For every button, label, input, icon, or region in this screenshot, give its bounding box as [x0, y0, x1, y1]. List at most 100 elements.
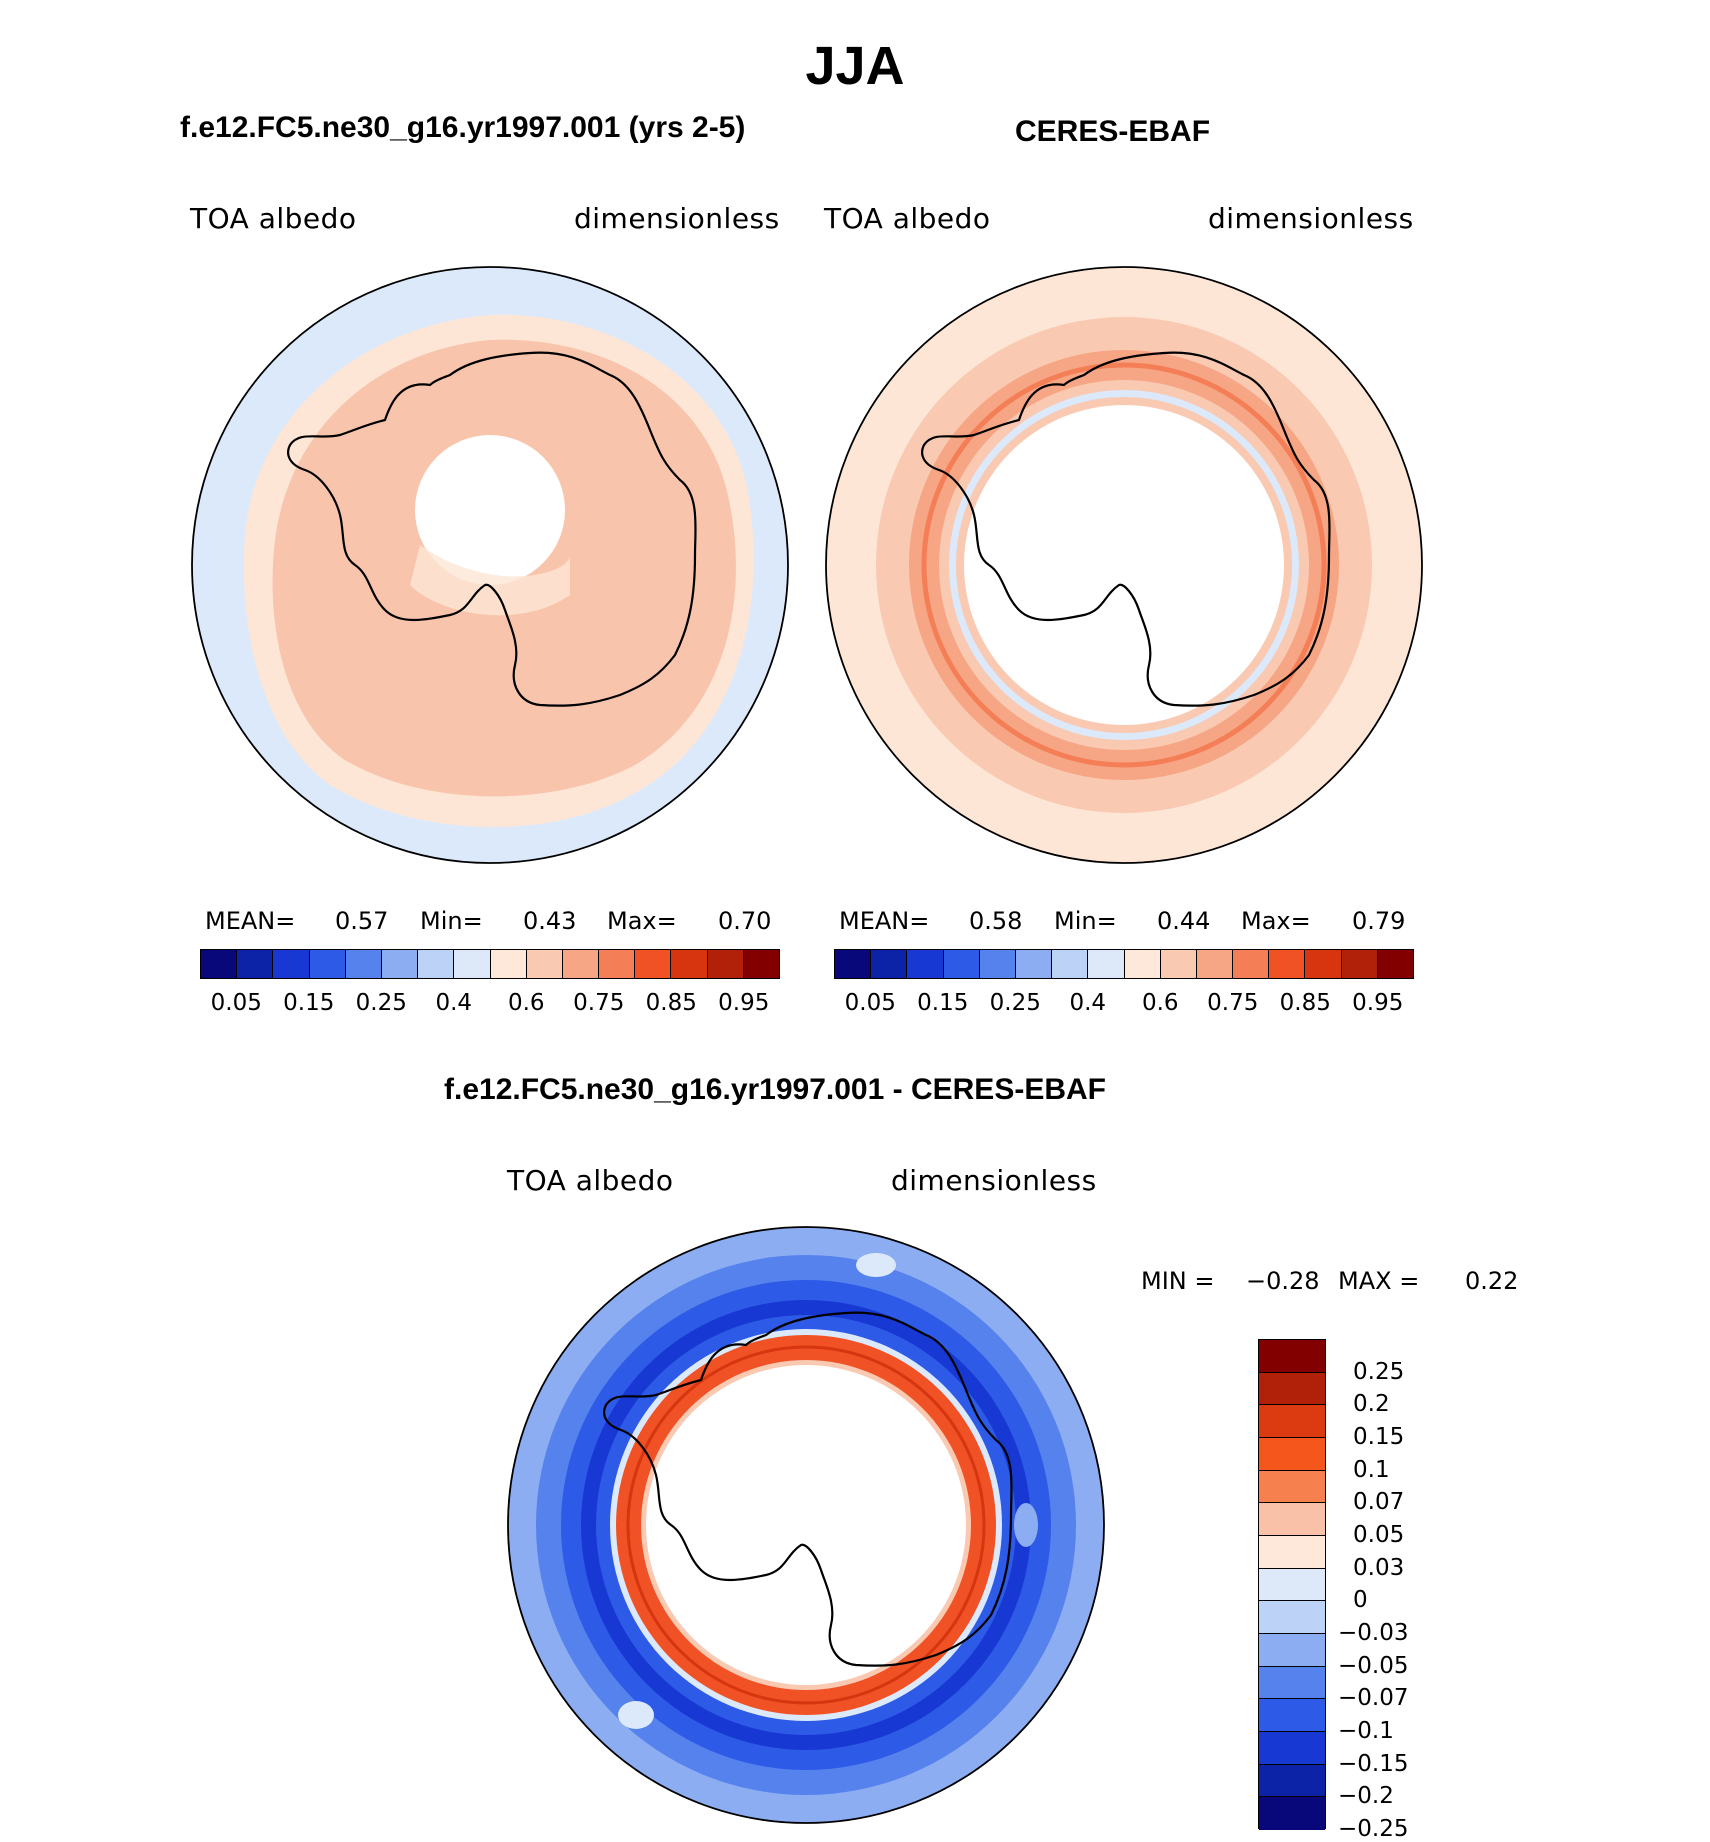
obs-max-value: 0.79 — [1352, 907, 1406, 935]
colorbar-swatch — [201, 950, 238, 978]
model-map-border — [191, 266, 789, 864]
model-max-label: Max= — [607, 907, 677, 935]
colorbar-tick-label: 0.25 — [355, 990, 407, 1016]
obs-min-value: 0.44 — [1157, 907, 1211, 935]
colorbar-tick-label: 0.85 — [1279, 990, 1331, 1016]
colorbar-swatch — [309, 950, 346, 978]
obs-max-label: Max= — [1241, 907, 1311, 935]
colorbar-swatch — [381, 950, 419, 978]
colorbar-swatch — [454, 950, 491, 978]
obs-polar-map — [825, 266, 1423, 864]
diff-max-value: 0.22 — [1465, 1267, 1519, 1295]
model-polar-map — [191, 266, 789, 864]
diff-units-label: dimensionless — [891, 1164, 1097, 1197]
colorbar-tick-label: 0.95 — [718, 990, 770, 1016]
diff-colorbar — [1258, 1339, 1326, 1830]
colorbar-swatch — [1259, 1372, 1325, 1406]
diff-min-value: −0.28 — [1246, 1267, 1320, 1295]
obs-polar-hole — [964, 405, 1284, 725]
colorbar-swatch — [1259, 1503, 1325, 1536]
diff-map-border — [507, 1226, 1105, 1824]
colorbar-tick-label: −0.25 — [1338, 1816, 1409, 1842]
colorbar-swatch — [562, 950, 600, 978]
colorbar-swatch — [743, 950, 779, 978]
obs-mean-label: MEAN= — [839, 907, 930, 935]
colorbar-tick-label: 0.6 — [1141, 990, 1179, 1016]
colorbar-tick-label: 0.05 — [1353, 1522, 1405, 1548]
colorbar-swatch — [1341, 950, 1378, 978]
model-units-label: dimensionless — [574, 202, 780, 235]
colorbar-tick-label: −0.05 — [1338, 1652, 1409, 1679]
colorbar-tick-label: 0.85 — [645, 990, 697, 1016]
colorbar-tick-label: 0.2 — [1353, 1391, 1390, 1418]
colorbar-tick-label: 0.4 — [435, 990, 473, 1016]
obs-coastline — [921, 351, 1331, 707]
obs-mean-value: 0.58 — [969, 907, 1023, 935]
colorbar-tick-label: 0.05 — [844, 990, 896, 1016]
colorbar-swatch — [599, 950, 636, 978]
obs-units-label: dimensionless — [1208, 202, 1414, 235]
colorbar-tick-label: −0.1 — [1338, 1718, 1394, 1744]
obs-map-border — [825, 266, 1423, 864]
colorbar-swatch — [1305, 950, 1342, 978]
colorbar-swatch — [1259, 1699, 1325, 1732]
model-coastline — [287, 351, 697, 707]
colorbar-tick-label: 0.75 — [573, 990, 625, 1016]
model-min-value: 0.43 — [523, 907, 577, 935]
colorbar-swatch — [1269, 950, 1306, 978]
colorbar-swatch — [943, 950, 980, 978]
colorbar-swatch — [418, 950, 455, 978]
colorbar-swatch — [1052, 950, 1089, 978]
diff-subtitle: f.e12.FC5.ne30_g16.yr1997.001 - CERES-EB… — [444, 1073, 1106, 1106]
colorbar-swatch — [1259, 1666, 1325, 1700]
colorbar-swatch — [1259, 1764, 1325, 1798]
diff-polar-hole — [646, 1365, 966, 1685]
colorbar-swatch — [1259, 1601, 1325, 1634]
colorbar-swatch — [1196, 950, 1234, 978]
colorbar-swatch — [1259, 1340, 1325, 1373]
colorbar-tick-label: 0.1 — [1353, 1456, 1390, 1483]
colorbar-swatch — [1259, 1731, 1325, 1765]
colorbar-swatch — [490, 950, 527, 978]
colorbar-swatch — [635, 950, 672, 978]
model-colorbar-ticks: 0.05 0.15 0.25 0.4 0.6 0.75 0.85 0.95 — [200, 990, 780, 1020]
colorbar-swatch — [1259, 1797, 1325, 1830]
colorbar-tick-label: 0.05 — [210, 990, 262, 1016]
colorbar-tick-label: 0.95 — [1352, 990, 1404, 1016]
colorbar-swatch — [1259, 1437, 1325, 1471]
colorbar-swatch — [1259, 1535, 1325, 1569]
colorbar-tick-label: 0.75 — [1207, 990, 1259, 1016]
colorbar-swatch — [1259, 1405, 1325, 1438]
colorbar-swatch — [835, 950, 872, 978]
colorbar-tick-label: 0.15 — [917, 990, 969, 1016]
colorbar-tick-label: 0.07 — [1353, 1489, 1405, 1516]
colorbar-swatch — [345, 950, 382, 978]
colorbar-swatch — [1259, 1568, 1325, 1602]
obs-subtitle: CERES-EBAF — [1015, 115, 1211, 148]
colorbar-tick-label: 0.15 — [283, 990, 335, 1016]
colorbar-tick-label: 0.15 — [1353, 1424, 1405, 1450]
colorbar-tick-label: 0.4 — [1069, 990, 1107, 1016]
model-polar-hole — [415, 435, 565, 585]
diff-min-label: MIN = — [1141, 1267, 1215, 1295]
colorbar-swatch — [671, 950, 708, 978]
colorbar-tick-label: −0.03 — [1338, 1620, 1409, 1646]
colorbar-tick-label: 0.25 — [989, 990, 1041, 1016]
diff-coastline — [603, 1311, 1013, 1667]
colorbar-swatch — [871, 950, 908, 978]
colorbar-swatch — [1015, 950, 1053, 978]
colorbar-tick-label: −0.15 — [1338, 1750, 1409, 1777]
model-variable-label: TOA albedo — [190, 202, 357, 235]
model-max-value: 0.70 — [718, 907, 772, 935]
diff-polar-map — [507, 1226, 1105, 1824]
colorbar-swatch — [979, 950, 1016, 978]
colorbar-swatch — [907, 950, 944, 978]
obs-colorbar-ticks: 0.05 0.15 0.25 0.4 0.6 0.75 0.85 0.95 — [834, 990, 1414, 1020]
colorbar-swatch — [1259, 1633, 1325, 1667]
colorbar-swatch — [1259, 1470, 1325, 1504]
colorbar-swatch — [526, 950, 563, 978]
colorbar-swatch — [273, 950, 310, 978]
main-title: JJA — [805, 36, 905, 96]
model-min-label: Min= — [420, 907, 483, 935]
model-mean-value: 0.57 — [335, 907, 389, 935]
